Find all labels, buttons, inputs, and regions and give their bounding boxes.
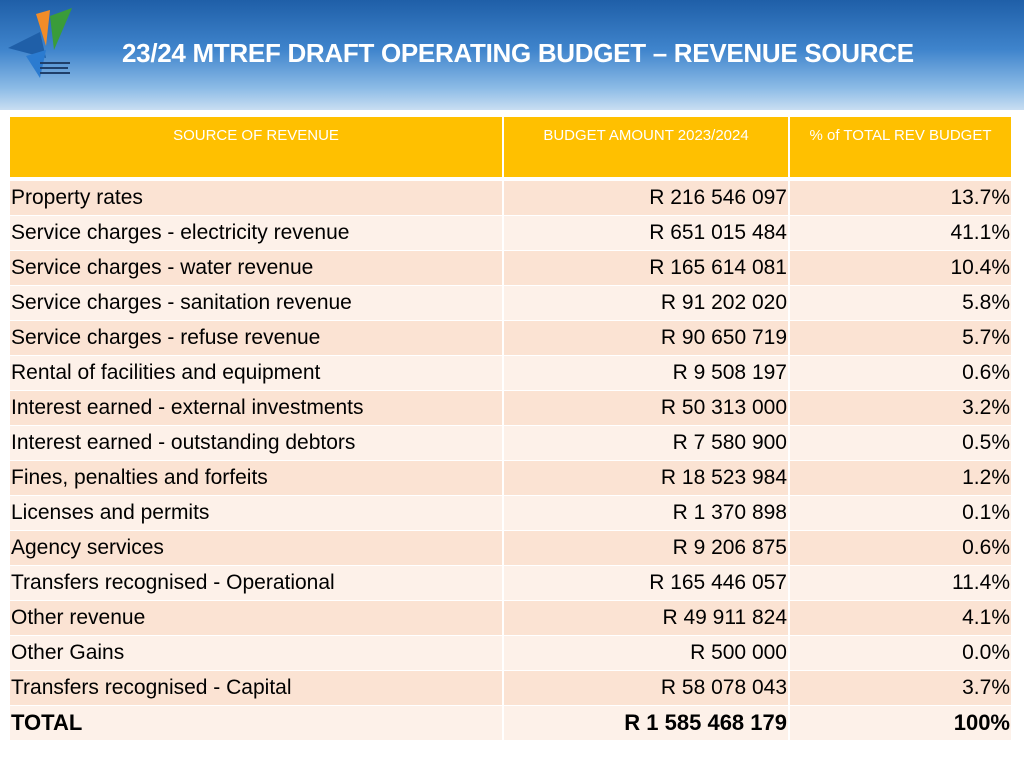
- amount-cell: 13.7%: [789, 179, 1013, 216]
- source-cell: Service charges - refuse revenue: [10, 320, 504, 356]
- total-amount: R 1 585 468 179: [503, 705, 790, 741]
- source-cell: Property rates: [10, 179, 504, 216]
- amount-cell: R 216 546 097: [503, 179, 790, 216]
- table-row: Service charges - water revenue R 165 614…: [10, 250, 1013, 286]
- source-cell: Rental of facilities and equipment: [10, 355, 504, 391]
- table-row: Service charges - refuse revenue R 90 650…: [10, 320, 1013, 356]
- source-cell: Service charges - sanitation revenue: [10, 285, 504, 321]
- source-cell: Other Gains: [10, 635, 504, 671]
- revenue-table: SOURCE OF REVENUE BUDGET AMOUNT 2023/2024…: [10, 117, 1013, 741]
- amount-cell: R 1 370 898: [503, 495, 790, 531]
- amount-cell: 0.0%: [789, 635, 1013, 671]
- table-row: Interest earned - external investments R …: [10, 390, 1013, 426]
- source-cell: Interest earned - outstanding debtors: [10, 425, 504, 461]
- header-band: [0, 0, 1024, 110]
- amount-cell: 41.1%: [789, 215, 1013, 251]
- table-row: Other revenue R 49 911 824 4.1%: [10, 600, 1013, 636]
- amount-cell: R 91 202 020: [503, 285, 790, 321]
- amount-cell: 0.6%: [789, 530, 1013, 566]
- amount-cell: R 58 078 043: [503, 670, 790, 706]
- amount-cell: R 9 206 875: [503, 530, 790, 566]
- table-row: Service charges - sanitation revenue R 91…: [10, 285, 1013, 321]
- amount-cell: R 49 911 824: [503, 600, 790, 636]
- table-row: Transfers recognised - Capital R 58 078 0…: [10, 670, 1013, 706]
- amount-cell: R 165 614 081: [503, 250, 790, 286]
- amount-cell: R 651 015 484: [503, 215, 790, 251]
- amount-cell: 1.2%: [789, 460, 1013, 496]
- table-row: Service charges - electricity revenue R 6…: [10, 215, 1013, 251]
- column-header: SOURCE OF REVENUE: [10, 117, 504, 181]
- source-cell: Service charges - electricity revenue: [10, 215, 504, 251]
- amount-cell: R 165 446 057: [503, 565, 790, 601]
- amount-cell: 3.2%: [789, 390, 1013, 426]
- amount-cell: R 18 523 984: [503, 460, 790, 496]
- amount-cell: 5.8%: [789, 285, 1013, 321]
- total-label: TOTAL: [10, 705, 504, 741]
- table-row: Agency services R 9 206 875 0.6%: [10, 530, 1013, 566]
- logo: [8, 8, 72, 78]
- amount-cell: R 500 000: [503, 635, 790, 671]
- source-cell: Transfers recognised - Capital: [10, 670, 504, 706]
- source-cell: Agency services: [10, 530, 504, 566]
- amount-cell: 10.4%: [789, 250, 1013, 286]
- table-row: Transfers recognised - Operational R 165 …: [10, 565, 1013, 601]
- source-cell: Fines, penalties and forfeits: [10, 460, 504, 496]
- source-cell: Licenses and permits: [10, 495, 504, 531]
- amount-cell: R 90 650 719: [503, 320, 790, 356]
- column-header: BUDGET AMOUNT 2023/2024: [503, 117, 790, 181]
- source-cell: Interest earned - external investments: [10, 390, 504, 426]
- table-row: Licenses and permits R 1 370 898 0.1%: [10, 495, 1013, 531]
- amount-cell: 5.7%: [789, 320, 1013, 356]
- table-row: Property rates R 216 546 097 13.7%: [10, 179, 1013, 216]
- slide-title: 23/24 MTREF DRAFT OPERATING BUDGET – REV…: [122, 38, 914, 68]
- table-row: Fines, penalties and forfeits R 18 523 98…: [10, 460, 1013, 496]
- source-cell: Other revenue: [10, 600, 504, 636]
- source-cell: Service charges - water revenue: [10, 250, 504, 286]
- amount-cell: 3.7%: [789, 670, 1013, 706]
- amount-cell: 0.5%: [789, 425, 1013, 461]
- amount-cell: R 50 313 000: [503, 390, 790, 426]
- amount-cell: R 7 580 900: [503, 425, 790, 461]
- amount-cell: 11.4%: [789, 565, 1013, 601]
- total-amount: 100%: [789, 705, 1013, 741]
- column-header: % of TOTAL REV BUDGET: [789, 117, 1013, 181]
- source-cell: Transfers recognised - Operational: [10, 565, 504, 601]
- total-row: TOTAL R 1 585 468 179 100%: [10, 705, 1013, 741]
- amount-cell: R 9 508 197: [503, 355, 790, 391]
- amount-cell: 4.1%: [789, 600, 1013, 636]
- table-row: Rental of facilities and equipment R 9 50…: [10, 355, 1013, 391]
- table-body: Property rates R 216 546 097 13.7% Service …: [10, 179, 1013, 741]
- table-row: Interest earned - outstanding debtors R 7…: [10, 425, 1013, 461]
- header-row: SOURCE OF REVENUE BUDGET AMOUNT 2023/2024…: [10, 117, 1013, 181]
- amount-cell: 0.1%: [789, 495, 1013, 531]
- amount-cell: 0.6%: [789, 355, 1013, 391]
- table-row: Other Gains R 500 000 0.0%: [10, 635, 1013, 671]
